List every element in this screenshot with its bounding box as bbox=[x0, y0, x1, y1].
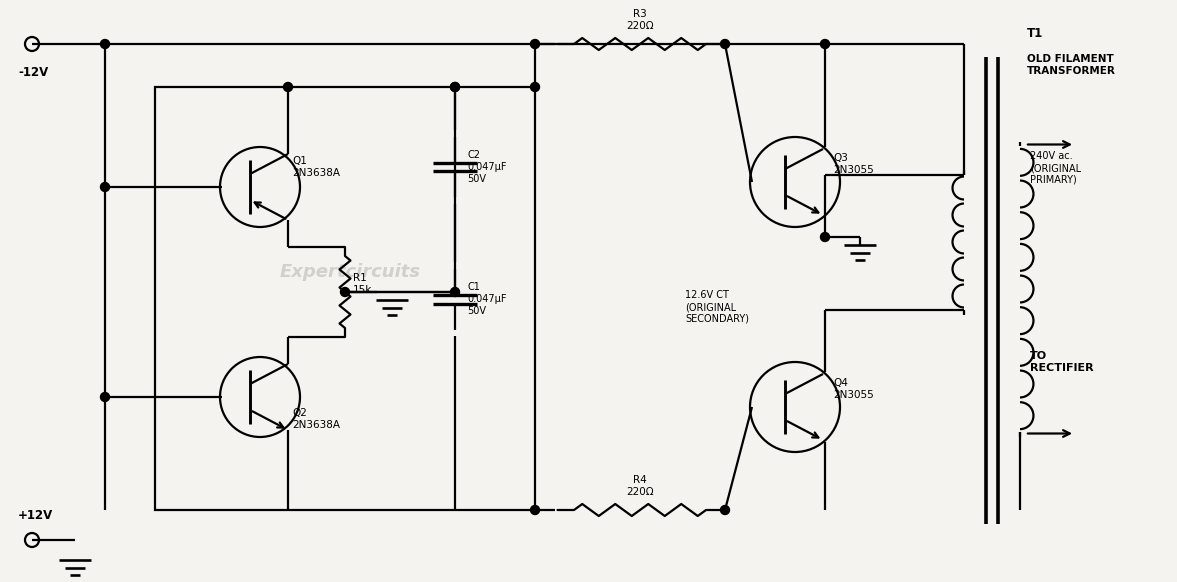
Text: C2
0.047µF
50V: C2 0.047µF 50V bbox=[467, 150, 506, 183]
Circle shape bbox=[531, 40, 539, 48]
Text: R4
220Ω: R4 220Ω bbox=[626, 475, 653, 497]
Circle shape bbox=[720, 506, 730, 514]
Text: R1
15k: R1 15k bbox=[353, 273, 372, 295]
Circle shape bbox=[451, 83, 459, 91]
Text: Q1
2N3638A: Q1 2N3638A bbox=[292, 156, 340, 178]
Circle shape bbox=[100, 40, 109, 48]
Circle shape bbox=[820, 232, 830, 242]
Text: Q4
2N3055: Q4 2N3055 bbox=[833, 378, 873, 400]
Text: TO
RECTIFIER: TO RECTIFIER bbox=[1030, 351, 1093, 373]
Text: OLD FILAMENT
TRANSFORMER: OLD FILAMENT TRANSFORMER bbox=[1028, 54, 1116, 76]
Text: C1
0.047µF
50V: C1 0.047µF 50V bbox=[467, 282, 506, 315]
Text: Q3
2N3055: Q3 2N3055 bbox=[833, 153, 873, 175]
Text: T1: T1 bbox=[1028, 27, 1043, 40]
Text: 12.6V CT
(ORIGINAL
SECONDARY): 12.6V CT (ORIGINAL SECONDARY) bbox=[685, 290, 749, 324]
Circle shape bbox=[340, 288, 350, 296]
Text: 240V ac.
(ORIGINAL
PRIMARY): 240V ac. (ORIGINAL PRIMARY) bbox=[1030, 151, 1082, 184]
Circle shape bbox=[100, 392, 109, 402]
Text: +12V: +12V bbox=[18, 509, 53, 522]
Circle shape bbox=[451, 288, 459, 296]
Circle shape bbox=[720, 40, 730, 48]
Text: R3
220Ω: R3 220Ω bbox=[626, 9, 653, 31]
Circle shape bbox=[100, 183, 109, 191]
Text: -12V: -12V bbox=[18, 66, 48, 79]
Circle shape bbox=[451, 83, 459, 91]
Circle shape bbox=[531, 83, 539, 91]
Text: Q2
2N3638A: Q2 2N3638A bbox=[292, 408, 340, 430]
Circle shape bbox=[531, 506, 539, 514]
Bar bbox=[155, 87, 536, 510]
Circle shape bbox=[820, 40, 830, 48]
Circle shape bbox=[284, 83, 293, 91]
Text: Expertcircuits: Expertcircuits bbox=[279, 263, 420, 281]
